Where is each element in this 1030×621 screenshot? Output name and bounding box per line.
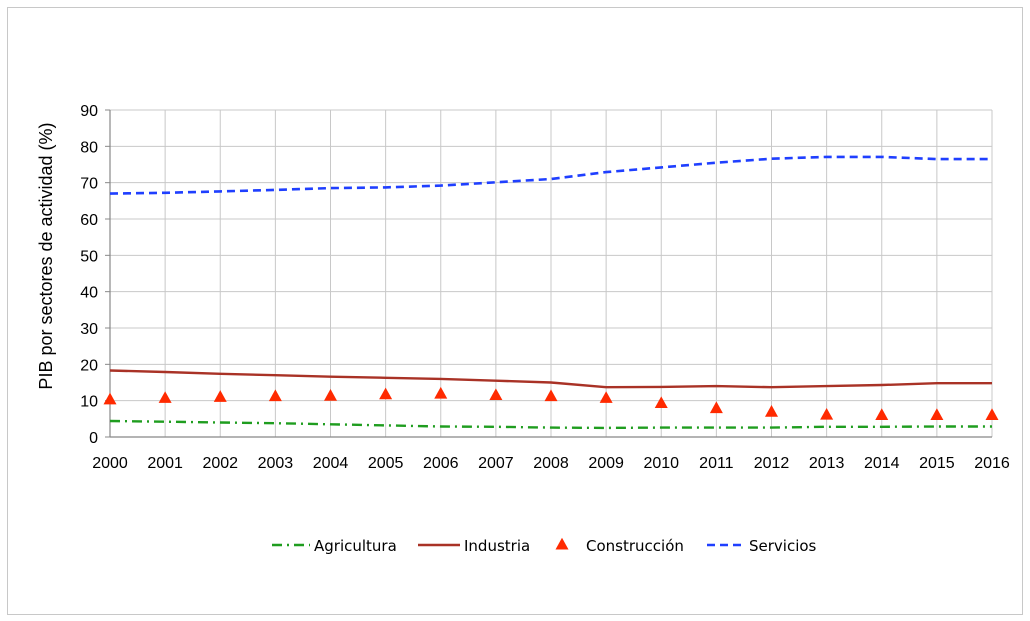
marker-construccion (158, 391, 172, 403)
series-industria (109, 369, 992, 389)
marker-construccion (434, 386, 448, 399)
x-tick-label: 2000 (92, 455, 128, 472)
marker-construccion (654, 396, 668, 409)
y-tick-label: 30 (80, 321, 98, 338)
x-tick-label: 2013 (809, 455, 845, 472)
chart-frame (7, 7, 1023, 615)
marker-construccion (489, 388, 503, 401)
x-tick-label: 2006 (423, 455, 459, 472)
x-tick-label: 2010 (643, 455, 679, 472)
y-tick-label: 20 (80, 357, 98, 374)
legend-item-servicios: Servicios (707, 537, 817, 555)
line-industria (109, 369, 992, 389)
marker-construccion (379, 387, 393, 400)
x-tick-label: 2002 (202, 455, 238, 472)
marker-construccion (820, 407, 834, 420)
y-tick-labels: 0 10 20 30 40 50 60 70 80 90 (80, 103, 98, 447)
x-tick-label: 2007 (478, 455, 514, 472)
y-tick-label: 90 (80, 103, 98, 120)
series-servicios (109, 155, 992, 195)
marker-construccion (544, 389, 558, 402)
legend-label-construccion: Construcción (586, 537, 684, 555)
x-tick-label: 2011 (699, 455, 734, 472)
x-tick-label: 2008 (533, 455, 569, 472)
series-agricultura (109, 419, 992, 430)
y-tick-label: 50 (80, 248, 98, 265)
legend-label-servicios: Servicios (749, 537, 817, 555)
x-tick-label: 2009 (588, 455, 624, 472)
x-tick-label: 2004 (313, 455, 349, 472)
y-tick-label: 0 (89, 430, 98, 447)
x-tick-label: 2015 (919, 455, 955, 472)
x-tick-label: 2016 (974, 455, 1010, 472)
legend-marker-construccion (555, 537, 569, 550)
series-layer (103, 155, 999, 430)
marker-construccion (709, 401, 723, 414)
x-tick-label: 2005 (368, 455, 404, 472)
marker-construccion (875, 408, 889, 421)
legend-label-agricultura: Agricultura (314, 537, 397, 555)
y-tick-label: 60 (80, 212, 98, 229)
x-tick-labels: 2000 2001 2002 2003 2004 2005 2006 2007 2008 2009… (92, 455, 1010, 472)
legend-label-industria: Industria (464, 537, 530, 555)
y-tick-label: 70 (80, 176, 98, 193)
legend-item-agricultura: Agricultura (272, 537, 397, 555)
line-agricultura (109, 419, 992, 430)
legend: Agricultura Industria Construcción Servicio… (272, 537, 817, 555)
line-servicios (109, 155, 992, 195)
x-tick-label: 2012 (754, 455, 790, 472)
x-tick-label: 2014 (864, 455, 900, 472)
marker-construccion (213, 390, 227, 402)
axes (105, 109, 992, 438)
marker-construccion (324, 389, 337, 401)
y-tick-label: 40 (80, 285, 98, 302)
marker-construccion (268, 389, 282, 402)
x-tick-label: 2001 (147, 455, 183, 472)
y-tick-label: 80 (80, 139, 98, 156)
x-tick-label: 2003 (258, 455, 294, 472)
y-tick-label: 10 (80, 394, 98, 411)
y-axis-label: PIB por sectores de actividad (%) (36, 122, 56, 389)
gridlines (109, 109, 993, 437)
marker-construccion (930, 408, 944, 421)
marker-construccion (985, 408, 999, 421)
marker-construccion (765, 405, 778, 417)
series-construccion (103, 386, 999, 421)
marker-construccion (103, 392, 117, 405)
legend-item-construccion: Construcción (555, 537, 684, 555)
marker-construccion (599, 391, 613, 403)
legend-item-industria: Industria (418, 537, 530, 555)
